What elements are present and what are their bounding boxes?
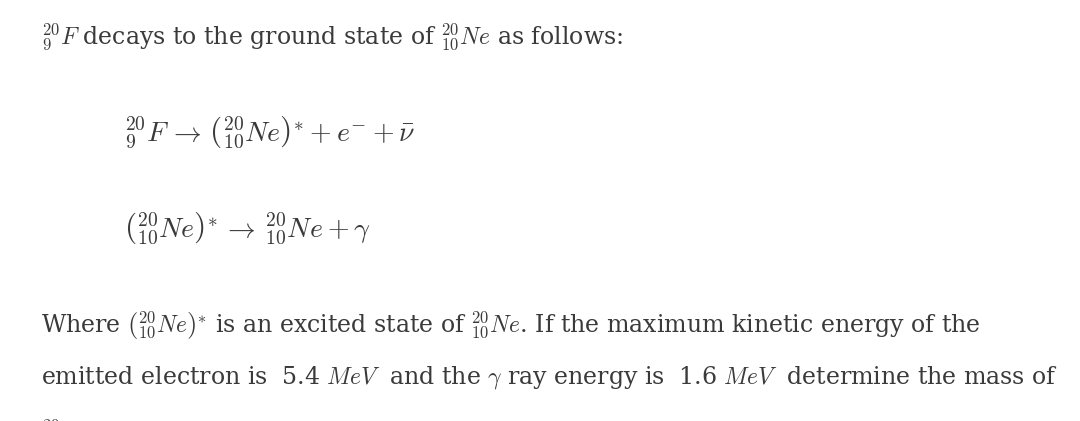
Text: $^{20}_{9}F\,\rightarrow\,\left(^{20}_{10}Ne\right)^{*}+e^{-}+\bar{\nu}$: $^{20}_{9}F\,\rightarrow\,\left(^{20}_{1… bbox=[124, 114, 416, 151]
Text: emitted electron is  5.4 $MeV$  and the $\gamma$ ray energy is  1.6 $MeV$  deter: emitted electron is 5.4 $MeV$ and the $\… bbox=[41, 364, 1057, 391]
Text: $^{20}_{9}F$ decays to the ground state of $^{20}_{10}Ne$ as follows:: $^{20}_{9}F$ decays to the ground state … bbox=[41, 21, 623, 52]
Text: Where $\left(^{20}_{10}Ne\right)^{*}$ is an excited state of $^{20}_{10}Ne$. If : Where $\left(^{20}_{10}Ne\right)^{*}$ is… bbox=[41, 309, 981, 342]
Text: $^{20}_{9}F$.: $^{20}_{9}F$. bbox=[41, 417, 83, 421]
Text: $\left(^{20}_{10}Ne\right)^{*}\,\rightarrow\,^{20}_{10}Ne+\gamma$: $\left(^{20}_{10}Ne\right)^{*}\,\rightar… bbox=[124, 210, 370, 248]
